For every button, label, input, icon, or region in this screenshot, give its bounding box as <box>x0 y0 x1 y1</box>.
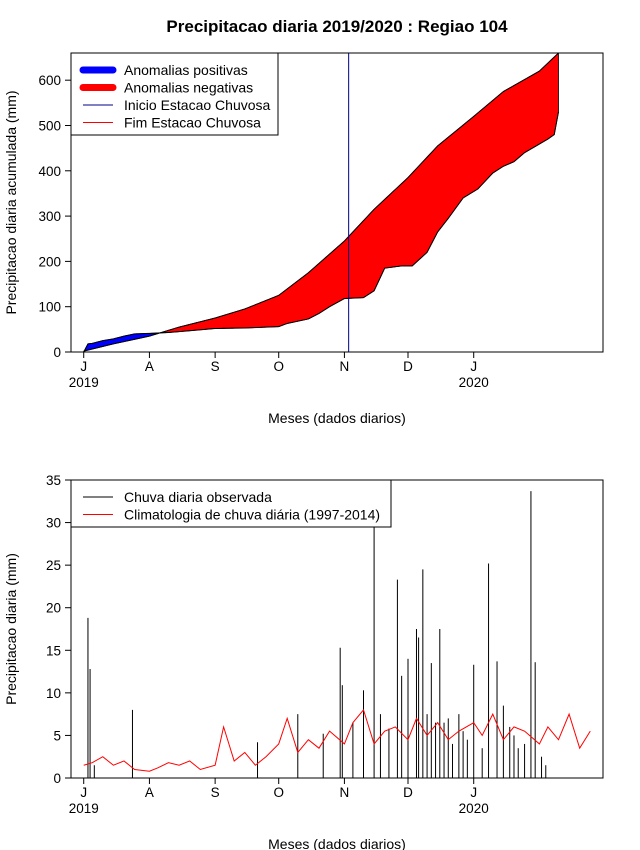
x-tick-label: J <box>470 785 477 800</box>
y-tick-label: 500 <box>38 118 61 133</box>
x-tick-label: J <box>470 359 477 374</box>
legend-label: Climatologia de chuva diária (1997-2014) <box>124 507 380 523</box>
climatology-cumulative-line <box>83 52 559 352</box>
y-tick-label: 10 <box>46 686 61 701</box>
x-tick-label: O <box>273 359 284 374</box>
y-tick-label: 5 <box>53 728 61 743</box>
x-tick-label: A <box>145 359 154 374</box>
y-tick-label: 20 <box>46 601 61 616</box>
y-tick-label: 300 <box>38 209 61 224</box>
y-tick-label: 600 <box>38 73 61 88</box>
x-tick-label: N <box>340 359 350 374</box>
x-tick-year-label: 2020 <box>459 375 489 390</box>
y-tick-label: 0 <box>53 771 61 786</box>
y-tick-label: 100 <box>38 300 61 315</box>
climatology-daily-line <box>83 708 591 772</box>
legend-label: Inicio Estacao Chuvosa <box>124 97 271 113</box>
y-tick-label: 30 <box>46 516 61 531</box>
x-tick-label: S <box>211 359 220 374</box>
y-tick-label: 0 <box>53 345 61 360</box>
x-tick-label: D <box>403 785 413 800</box>
x-tick-year-label: 2019 <box>69 375 99 390</box>
x-axis-label: Meses (dados diarios) <box>268 836 406 850</box>
x-axis-label: Meses (dados diarios) <box>268 410 406 426</box>
x-tick-label: N <box>340 785 350 800</box>
x-tick-label: J <box>80 785 87 800</box>
x-tick-year-label: 2020 <box>459 801 489 816</box>
x-tick-label: S <box>211 785 220 800</box>
y-tick-label: 25 <box>46 558 61 573</box>
x-tick-label: D <box>403 359 413 374</box>
y-axis-label: Precipitacao diaria (mm) <box>3 553 19 705</box>
chart-title: Precipitacao diaria 2019/2020 : Regiao 1… <box>166 17 508 36</box>
y-axis-label: Precipitacao diaria acumulada (mm) <box>3 90 19 314</box>
observed-cumulative-line <box>83 111 559 353</box>
y-tick-label: 15 <box>46 643 61 658</box>
legend-box <box>70 479 392 528</box>
legend-label: Chuva diaria observada <box>124 489 272 505</box>
x-tick-label: A <box>145 785 154 800</box>
legend-label: Fim Estacao Chuvosa <box>124 115 261 131</box>
plot-frame <box>70 52 604 353</box>
y-tick-label: 200 <box>38 254 61 269</box>
legend-box <box>70 52 279 136</box>
x-tick-label: O <box>273 785 284 800</box>
x-tick-label: J <box>80 359 87 374</box>
legend-label: Anomalias negativas <box>124 80 253 96</box>
x-tick-year-label: 2019 <box>69 801 99 816</box>
y-tick-label: 35 <box>46 473 61 488</box>
legend-label: Anomalias positivas <box>124 62 248 78</box>
y-tick-label: 400 <box>38 164 61 179</box>
